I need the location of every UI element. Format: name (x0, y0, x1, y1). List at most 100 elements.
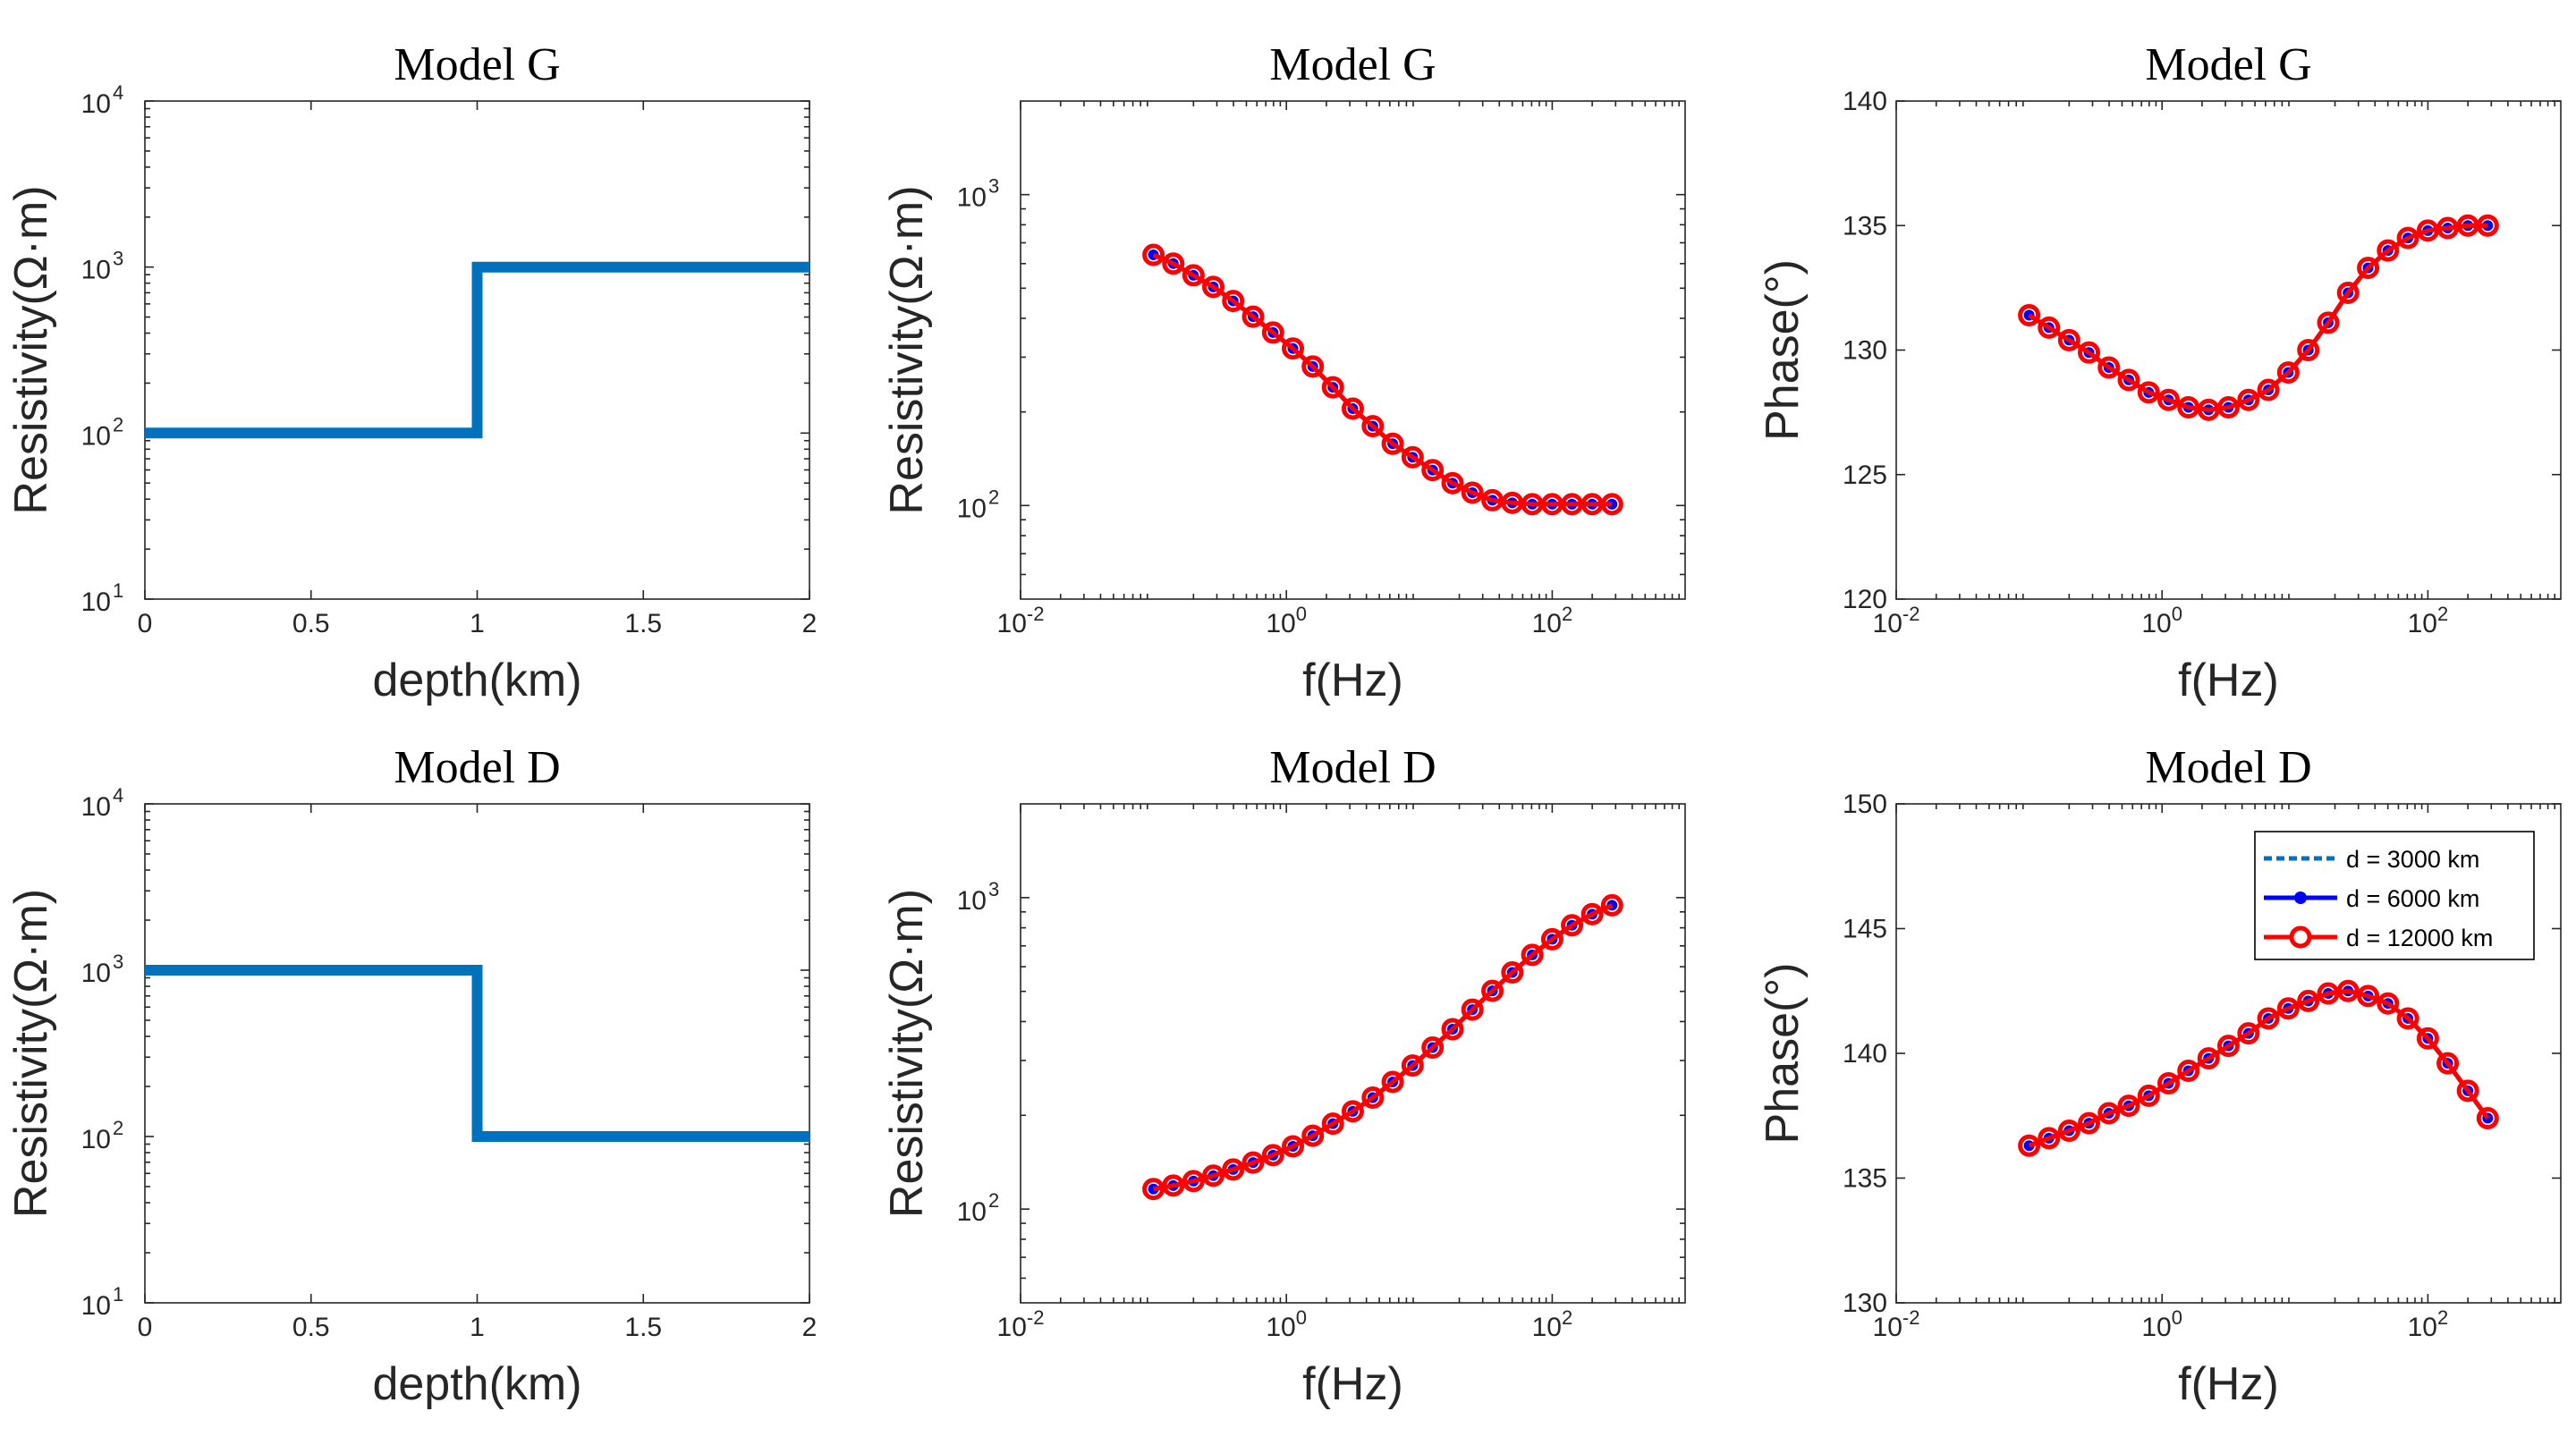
y-tick-exponent: 2 (988, 486, 999, 508)
data-point (2018, 304, 2041, 327)
y-axis-label: Resistivity(Ω·m) (5, 889, 57, 1218)
data-point (1222, 1158, 1245, 1181)
x-tick-exponent: 2 (1562, 603, 1572, 625)
y-tick-label: 10 (81, 587, 111, 617)
x-tick-label: 1 (470, 609, 485, 638)
data-point (2018, 1134, 2041, 1157)
y-tick-label: 130 (1843, 336, 1887, 366)
data-point (2097, 1102, 2121, 1125)
data-point (2177, 396, 2200, 419)
x-tick-label: 100 (1266, 1306, 1307, 1342)
data-point (2038, 1127, 2061, 1150)
x-tick-base: 10 (1266, 1313, 1295, 1342)
y-tick-label: 140 (1843, 1039, 1887, 1069)
x-tick-label: 1.5 (624, 609, 662, 638)
data-point (2197, 398, 2220, 421)
y-axis-label: Resistivity(Ω·m) (5, 185, 57, 514)
chart-title: Model D (1269, 742, 1436, 793)
data-point (2476, 1107, 2499, 1130)
x-axis-label: f(Hz) (2178, 655, 2279, 706)
axes-box (1020, 803, 1686, 1304)
data-point (1441, 471, 1464, 494)
series-model (145, 261, 809, 439)
chart-title: Model G (1269, 39, 1436, 90)
legend-label: d = 6000 km (2346, 885, 2479, 912)
data-point (2396, 226, 2419, 249)
data-point (2416, 1027, 2439, 1050)
model-step-line (145, 261, 809, 439)
data-point (1341, 1100, 1364, 1123)
data-point (2237, 388, 2260, 411)
x-tick-exponent: -2 (1902, 1306, 1920, 1329)
y-tick-label: 120 (1843, 585, 1887, 614)
data-point (2038, 316, 2061, 339)
y-tick-label: 10 (957, 886, 987, 916)
data-point (1441, 1018, 1464, 1041)
y-axis-label: Phase(°) (1757, 259, 1809, 441)
x-tick-exponent: 2 (1562, 1306, 1572, 1329)
data-point (1341, 397, 1364, 420)
x-tick-exponent: -2 (1902, 603, 1920, 625)
data-point (2336, 979, 2360, 1002)
x-tick-label: 0.5 (292, 609, 330, 638)
data-point (2317, 311, 2340, 334)
data-point (2117, 368, 2140, 392)
data-point (2336, 281, 2360, 304)
x-tick-label: 0 (138, 609, 153, 638)
data-point (2137, 381, 2160, 404)
data-point (2357, 984, 2380, 1008)
y-tick-exponent: 2 (113, 1117, 123, 1139)
y-tick-label: 10 (81, 792, 111, 822)
data-point (1261, 321, 1284, 344)
x-tick-base: 10 (1266, 609, 1295, 638)
data-point (1501, 961, 1524, 984)
y-tick-label: 10 (957, 494, 987, 523)
y-tick-label: 130 (1843, 1289, 1887, 1318)
data-point (2276, 361, 2300, 384)
y-tick-label: 10 (957, 1197, 987, 1227)
data-point (2137, 1084, 2160, 1107)
data-point (1142, 1178, 1165, 1201)
x-tick-label: 10-2 (997, 603, 1045, 638)
x-tick-label: 1.5 (624, 1313, 662, 1342)
data-point (1481, 979, 1504, 1002)
x-tick-base: 10 (1873, 1313, 1902, 1342)
y-tick-exponent: 3 (113, 951, 123, 973)
data-point (2257, 378, 2280, 401)
y-axis-label: Resistivity(Ω·m) (881, 889, 933, 1218)
data-point (1561, 493, 1584, 516)
data-point (2097, 356, 2121, 379)
x-tick-label: 2 (802, 1313, 818, 1342)
x-tick-label: 2 (802, 609, 818, 638)
y-tick-label: 10 (81, 89, 111, 119)
y-tick-exponent: 2 (988, 1189, 999, 1212)
data-point (1461, 481, 1484, 504)
data-point (2396, 1007, 2419, 1030)
data-point (1142, 243, 1165, 266)
x-tick-label: 102 (1532, 603, 1573, 638)
data-point (2436, 1052, 2460, 1075)
x-tick-label: 100 (2141, 603, 2182, 638)
y-tick-exponent: 3 (988, 175, 999, 198)
data-point (2297, 339, 2320, 361)
data-point (1381, 1070, 1404, 1094)
data-point (2357, 257, 2380, 280)
x-tick-exponent: 0 (2172, 1306, 2182, 1329)
data-point (1282, 1135, 1305, 1158)
data-point (2257, 1007, 2280, 1030)
data-point (2078, 341, 2101, 364)
data-point (2297, 989, 2320, 1012)
data-point (1182, 264, 1205, 287)
data-point (1481, 488, 1504, 511)
y-tick-exponent: 3 (113, 248, 123, 270)
y-tick-label: 10 (81, 959, 111, 988)
y-tick-label: 135 (1843, 1164, 1887, 1194)
y-tick-exponent: 1 (113, 579, 123, 602)
data-point (1202, 1164, 1225, 1187)
x-tick-base: 10 (2141, 1313, 2171, 1342)
data-point (1222, 290, 1245, 313)
x-tick-label: 0 (138, 1313, 153, 1342)
